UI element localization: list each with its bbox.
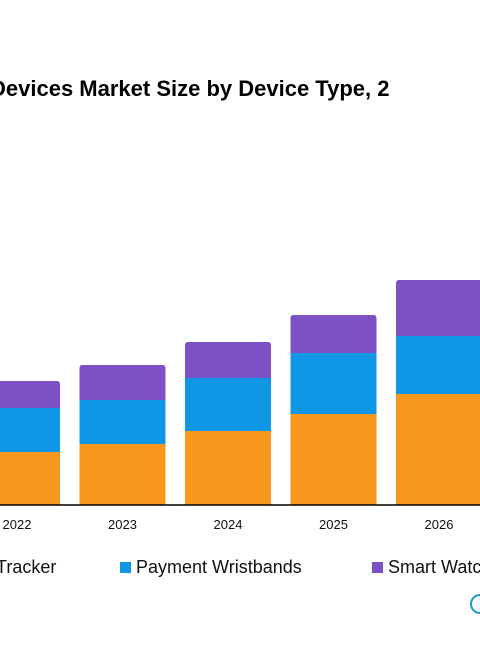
bar-payment-wristbands-2025[interactable] <box>290 353 377 414</box>
bar-tracker-2022[interactable] <box>0 452 60 505</box>
x-tick-label-2026: 2026 <box>425 517 454 532</box>
legend-item-tracker[interactable]: Tracker <box>0 556 56 578</box>
x-tick-label-2023: 2023 <box>108 517 137 532</box>
legend-swatch-smart-watch <box>372 562 383 573</box>
legend-swatch-payment-wristbands <box>120 562 131 573</box>
bar-payment-wristbands-2026[interactable] <box>396 336 480 394</box>
legend-item-smart-watch[interactable]: Smart Watc <box>372 556 480 578</box>
x-tick-label-2024: 2024 <box>214 517 243 532</box>
bar-tracker-2023[interactable] <box>79 444 166 505</box>
bar-smart-watch-2023[interactable] <box>79 365 166 400</box>
bar-payment-wristbands-2022[interactable] <box>0 408 60 452</box>
bar-payment-wristbands-2024[interactable] <box>185 378 271 431</box>
bar-tracker-2025[interactable] <box>290 414 377 505</box>
bar-smart-watch-2022[interactable] <box>0 381 60 408</box>
bar-smart-watch-2024[interactable] <box>185 342 271 378</box>
bar-tracker-2026[interactable] <box>396 394 480 505</box>
bar-smart-watch-2025[interactable] <box>290 315 377 353</box>
legend-label-payment-wristbands: Payment Wristbands <box>136 557 302 577</box>
legend-item-payment-wristbands[interactable]: Payment Wristbands <box>120 556 302 578</box>
bar-payment-wristbands-2023[interactable] <box>79 400 166 444</box>
legend-label-tracker: Tracker <box>0 557 57 577</box>
bar-smart-watch-2026[interactable] <box>396 280 480 336</box>
brand-logo-icon <box>470 594 480 614</box>
x-tick-label-2022: 2022 <box>3 517 32 532</box>
legend-label-smart-watch: Smart Watc <box>388 557 480 577</box>
chart-title: Devices Market Size by Device Type, 2 <box>0 76 390 101</box>
x-tick-label-2025: 2025 <box>319 517 348 532</box>
x-tick-labels: 2022 2023 2024 2025 2026 <box>3 517 454 532</box>
bar-tracker-2024[interactable] <box>185 431 271 505</box>
bar-stacks <box>0 280 480 505</box>
